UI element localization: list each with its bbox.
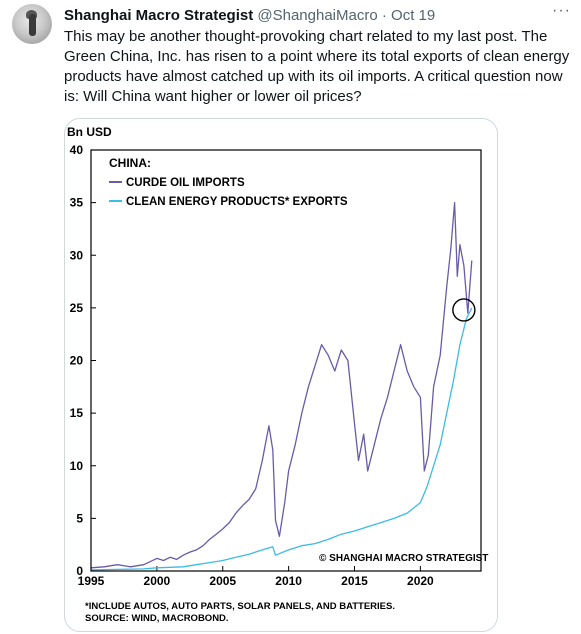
author-name[interactable]: Shanghai Macro Strategist: [64, 7, 254, 24]
legend-label-clean-energy: CLEAN ENERGY PRODUCTS* EXPORTS: [126, 196, 348, 208]
watermark: © SHANGHAI MACRO STRATEGIST: [319, 553, 488, 564]
y-tick-label: 20: [70, 354, 84, 368]
y-tick-label: 15: [70, 406, 84, 420]
annotation-circle: [452, 298, 476, 322]
line-chart: Bn USD 0 5 10 15 20 25 30 35 40 1995 2000 2005 2010…: [67, 125, 488, 624]
tweet-header: Shanghai Macro Strategist @ShanghaiMacro…: [64, 6, 435, 26]
x-tick-label: 2020: [407, 574, 434, 588]
plot-frame: [90, 149, 482, 572]
x-tick-label: 1995: [78, 574, 105, 588]
chart-image-card[interactable]: Bn USD 0 5 10 15 20 25 30 35 40 1995 2000 2005 2010…: [64, 118, 498, 632]
y-axis-label: Bn USD: [67, 125, 112, 139]
x-axis-ticks: 1995 2000 2005 2010 2015 2020: [78, 566, 434, 588]
y-tick-label: 0: [76, 564, 83, 578]
tweet-date[interactable]: Oct 19: [391, 7, 436, 24]
y-axis-ticks: 0 5 10 15 20 25 30 35 40: [70, 143, 96, 578]
crude-oil-imports-line: [90, 201, 473, 569]
more-options-icon[interactable]: ···: [552, 2, 571, 19]
tweet-text: This may be another thought-provoking ch…: [64, 28, 570, 105]
y-tick-label: 10: [70, 459, 84, 473]
x-tick-label: 2005: [209, 574, 236, 588]
x-tick-label: 2010: [275, 574, 302, 588]
plot-border: [90, 149, 482, 572]
author-handle[interactable]: @ShanghaiMacro: [257, 7, 378, 24]
series-lines: [90, 201, 476, 571]
footnote-include: *INCLUDE AUTOS, AUTO PARTS, SOLAR PANELS…: [85, 601, 395, 612]
x-tick-label: 2000: [144, 574, 171, 588]
y-tick-label: 35: [70, 196, 84, 210]
footnote-source: SOURCE: WIND, MACROBOND.: [85, 613, 229, 624]
legend-label-crude-oil: CURDE OIL IMPORTS: [126, 177, 245, 189]
separator-dot: ·: [381, 7, 387, 24]
x-tick-label: 2015: [341, 574, 368, 588]
avatar[interactable]: [12, 4, 52, 44]
legend-title: CHINA:: [109, 156, 151, 170]
avatar-figure-body: [29, 14, 36, 36]
y-tick-label: 5: [76, 511, 83, 525]
y-tick-label: 30: [70, 248, 84, 262]
y-tick-label: 25: [70, 301, 84, 315]
clean-energy-exports-line: [90, 307, 473, 571]
y-tick-label: 40: [70, 143, 84, 157]
